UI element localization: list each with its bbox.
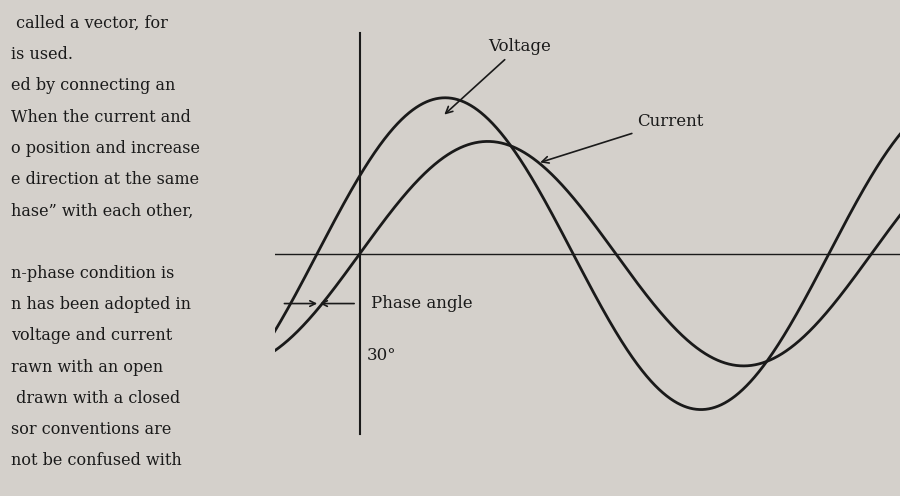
Text: voltage and current: voltage and current (11, 327, 172, 344)
Text: When the current and: When the current and (11, 109, 191, 125)
Text: hase” with each other,: hase” with each other, (11, 202, 194, 219)
Text: sor conventions are: sor conventions are (11, 421, 171, 438)
Text: Voltage: Voltage (446, 38, 551, 114)
Text: n-phase condition is: n-phase condition is (11, 265, 175, 282)
Text: n has been adopted in: n has been adopted in (11, 296, 191, 313)
Text: called a vector, for: called a vector, for (11, 15, 168, 32)
Text: 30°: 30° (367, 347, 397, 364)
Text: drawn with a closed: drawn with a closed (11, 390, 180, 407)
Text: ed by connecting an: ed by connecting an (11, 77, 176, 94)
Text: is used.: is used. (11, 46, 73, 63)
Text: Current: Current (542, 113, 704, 163)
Text: Phase angle: Phase angle (371, 295, 472, 312)
Text: e direction at the same: e direction at the same (11, 171, 199, 188)
Text: rawn with an open: rawn with an open (11, 359, 163, 375)
Text: o position and increase: o position and increase (11, 140, 200, 157)
Text: not be confused with: not be confused with (11, 452, 182, 469)
